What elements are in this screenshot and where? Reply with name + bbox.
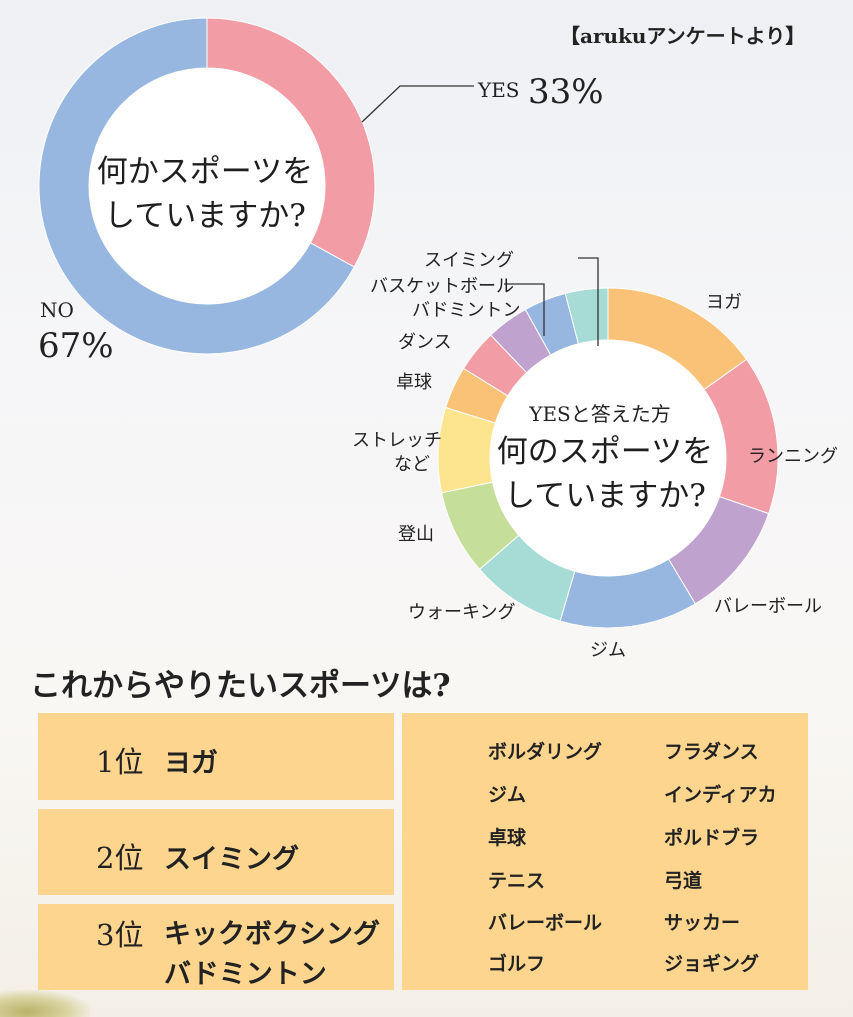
other-sport: ポルドブラ (664, 827, 760, 849)
chart2-title: 何のスポーツを していますか? (470, 430, 740, 518)
chart2-label-yoga: ヨガ (706, 292, 742, 313)
chart1-value-no: 67% (38, 326, 114, 366)
other-sport: サッカー (664, 912, 741, 934)
chart1-value-yes: 33% (528, 72, 604, 112)
rank-position: 2位 (96, 841, 144, 875)
other-sport: ゴルフ (488, 953, 546, 975)
chart2-label-running: ランニング (748, 446, 838, 467)
rank-box-3: 3位 キックボクシング バドミントン (38, 904, 394, 990)
chart-svg (38, 17, 779, 629)
chart1-title-line2: していますか? (104, 198, 306, 234)
chart1-title: 何かスポーツを していますか? (75, 150, 335, 238)
chart2-label-stretch-line1: ストレッチ (352, 430, 442, 451)
donut1-hole (89, 68, 325, 304)
other-sport: テニス (488, 870, 546, 892)
leader-line-2 (504, 283, 545, 336)
other-sport: ジョギング (664, 953, 760, 975)
chart2-label-badminton: バドミントン (412, 300, 521, 321)
rank-sport: ヨガ (164, 748, 218, 779)
chart2-subtitle: YESと答えた方 (529, 402, 671, 426)
chart2-label-climbing: 登山 (398, 524, 434, 545)
other-sport: バレーボール (488, 912, 603, 934)
chart2-title-line1: 何のスポーツを (496, 434, 714, 470)
leader-lines (361, 85, 599, 346)
rank-position: 3位 (96, 918, 144, 952)
chart2-title-line2: していますか? (504, 478, 706, 514)
ground-decoration (0, 990, 90, 1017)
rank-box-1: 1位 ヨガ (38, 713, 394, 800)
ranking-title: これからやりたいスポーツは? (30, 668, 451, 704)
leader-line-0 (361, 85, 474, 123)
donut-chart-1 (38, 17, 376, 355)
rank-position: 1位 (96, 745, 144, 779)
chart2-label-walking: ウォーキング (408, 602, 516, 623)
source-note: 【arukuアンケートより】 (560, 24, 806, 48)
leader-line-1 (578, 257, 599, 346)
chart2-label-volleyball: バレーボール (714, 596, 822, 617)
chart2-label-basketball: バスケットボール (370, 276, 514, 297)
chart2-label-stretch-line2: など (394, 454, 430, 475)
other-sport: ボルダリング (488, 741, 603, 763)
chart2-label-swimming: スイミング (424, 250, 514, 271)
chart2-label-dance: ダンス (398, 332, 452, 353)
chart2-label-gym: ジム (590, 640, 626, 661)
other-sport: インディアカ (664, 784, 777, 806)
rank-sport: スイミング (164, 844, 299, 875)
chart1-label-no: NO (40, 298, 74, 322)
chart1-label-yes: YES (478, 78, 520, 102)
other-sport: ジム (488, 784, 527, 806)
chart1-title-line1: 何かスポーツを (96, 154, 314, 190)
rank-sport: キックボクシング (164, 919, 380, 950)
rank-box-2: 2位 スイミング (38, 809, 394, 895)
chart2-label-tabletennis: 卓球 (396, 372, 432, 393)
other-sport: 弓道 (664, 870, 703, 892)
other-sport: フラダンス (664, 741, 759, 763)
donut2-hole (490, 340, 726, 576)
other-sports-box: ボルダリング ジム 卓球 テニス バレーボール ゴルフ フラダンス インディアカ… (402, 713, 808, 990)
donut-chart-2 (437, 287, 779, 629)
other-sport: 卓球 (488, 827, 527, 849)
rank-sport: バドミントン (164, 959, 327, 990)
